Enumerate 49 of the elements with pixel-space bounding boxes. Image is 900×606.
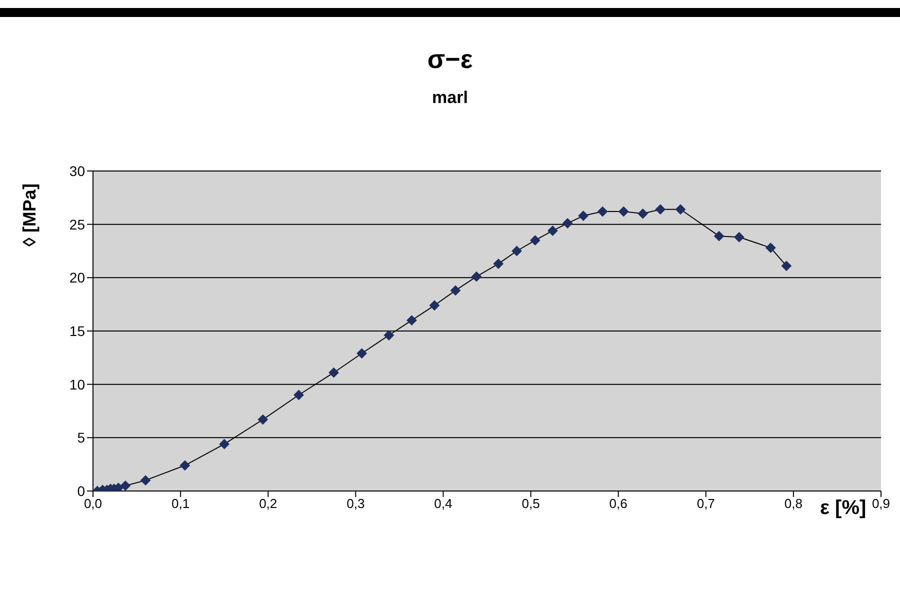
- point: [356, 348, 367, 358]
- x-axis-title: ε [%]: [820, 497, 866, 520]
- point: [714, 231, 724, 242]
- point: [384, 330, 394, 340]
- x-tick-label: 0,5: [522, 496, 540, 512]
- point: [562, 218, 573, 228]
- x-tick-label: 0,7: [696, 496, 715, 512]
- y-tick-label: 20: [69, 270, 86, 286]
- x-tick-label: 0,4: [434, 496, 452, 512]
- point: [450, 285, 460, 296]
- x-tick-label: 0,8: [784, 496, 802, 512]
- point: [578, 210, 588, 221]
- y-tick-label: 15: [69, 322, 86, 339]
- point: [258, 414, 268, 425]
- point: [781, 260, 792, 271]
- x-tick-label: 0,3: [346, 496, 365, 512]
- point: [530, 235, 540, 246]
- y-tick-label: 10: [69, 376, 86, 392]
- point: [493, 258, 504, 269]
- x-tick-label: 0,6: [609, 496, 628, 512]
- point: [734, 232, 744, 242]
- chart-subtitle: marl: [431, 88, 469, 108]
- y-tick-label: 30: [69, 162, 86, 179]
- chart-title: σ−ε: [426, 44, 474, 75]
- point: [120, 480, 130, 491]
- y-tick-label: 0: [77, 482, 86, 499]
- x-tick-label: 0,0: [84, 496, 102, 512]
- point: [598, 206, 608, 217]
- point: [180, 460, 190, 470]
- point: [219, 439, 230, 450]
- point: [512, 246, 522, 256]
- point: [406, 315, 417, 326]
- x-tick-label: 0,1: [172, 496, 190, 512]
- x-tick-label: 0,2: [259, 496, 278, 512]
- point: [471, 272, 482, 282]
- point: [429, 300, 440, 310]
- point: [638, 208, 648, 219]
- point: [766, 242, 776, 253]
- point: [676, 204, 686, 214]
- x-tick-label: 0,9: [872, 496, 890, 512]
- y-tick-label: 25: [69, 216, 86, 232]
- point: [294, 390, 304, 400]
- point: [548, 226, 558, 236]
- point: [618, 206, 629, 217]
- y-tick-label: 5: [77, 430, 86, 446]
- point: [655, 204, 666, 214]
- y-axis-title: ◊ [MPa]: [20, 184, 40, 246]
- point: [140, 475, 151, 486]
- point: [328, 368, 339, 378]
